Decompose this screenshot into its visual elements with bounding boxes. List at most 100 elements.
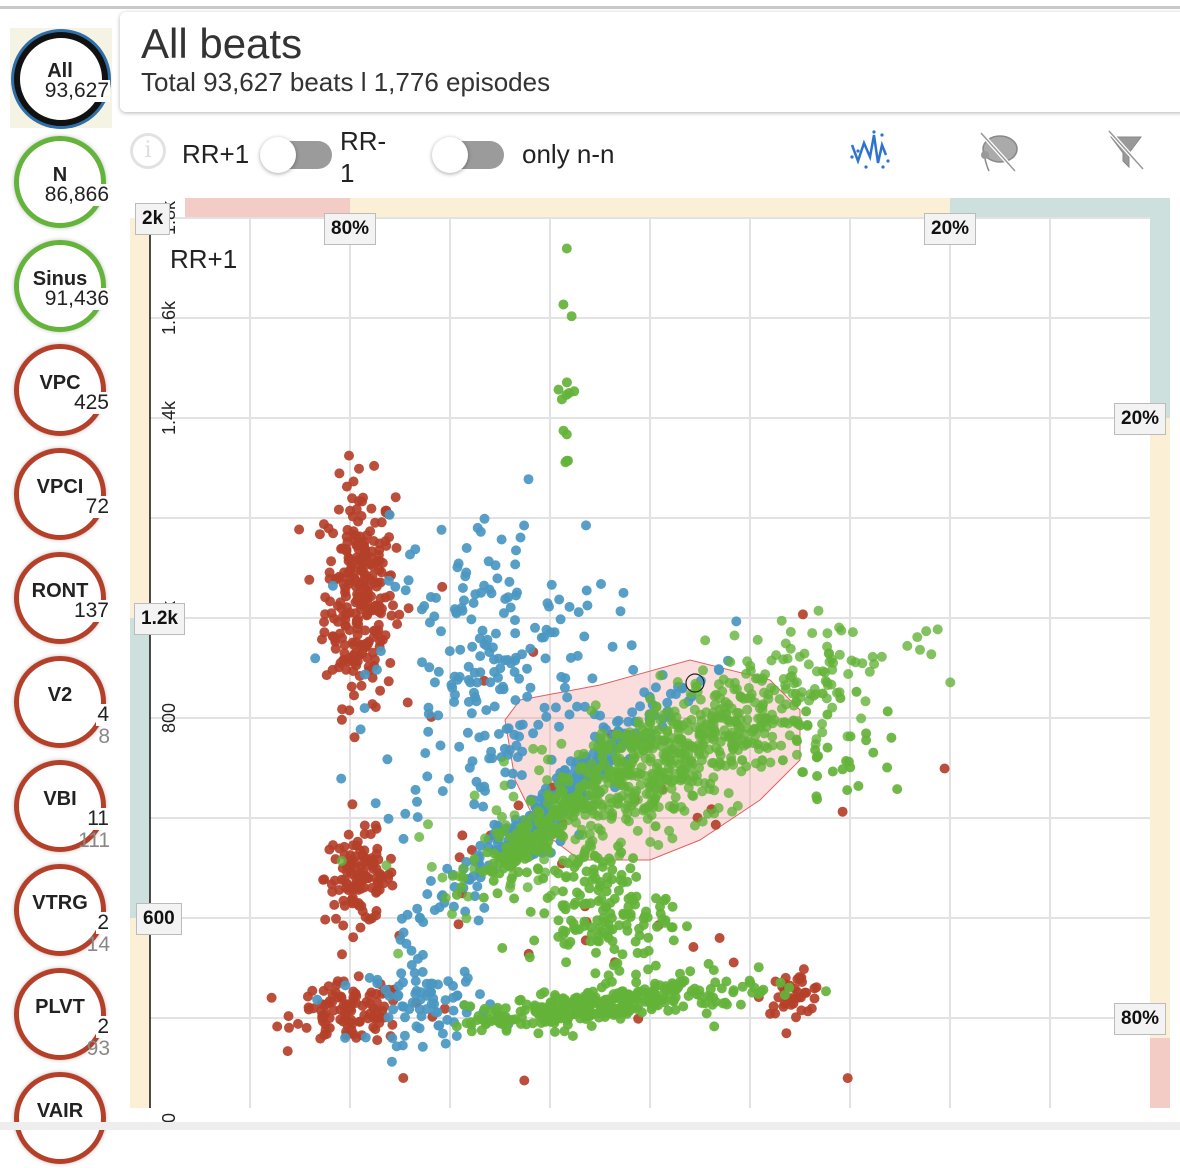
sidebar-item-count: 2 [96,911,110,934]
scatter-point-green [531,845,542,856]
sidebar-item-vtrg[interactable]: VTRG 2 14 [10,860,112,960]
scatter-point-green [700,635,711,646]
scatter-point-green [586,705,597,716]
scatter-point-green [778,654,789,665]
scatter-point-blue [412,812,423,823]
scatter-point-green [660,917,670,928]
scatter-point-green [876,651,887,662]
scatter-point-red [357,906,368,917]
scatter-point-green [813,605,824,616]
scatter-point-green [533,1028,544,1039]
scatter-point-blue [384,509,395,520]
scatter-point-green [539,822,550,833]
scatter-point-green [609,944,620,955]
scatter-point-red [513,800,524,811]
scatter-point-blue [564,601,575,612]
scatter-point-green [561,429,572,440]
scatter-point-green [845,731,856,742]
info-icon[interactable]: i [130,133,166,169]
sidebar-item-vpci[interactable]: VPCI 72 [10,444,112,544]
scatter-point-green [553,824,564,835]
only-nn-toggle[interactable] [432,137,504,173]
scatter-point-green [493,1016,504,1027]
scatter-point-green [616,869,627,880]
sidebar-item-vbi[interactable]: VBI 11 111 [10,756,112,856]
scatter-point-green [506,873,517,884]
y-tick-label: 1.6k [159,300,179,335]
scatter-point-green [767,740,778,751]
scatter-point-green [609,893,620,904]
selection-handle[interactable] [685,673,705,693]
scatter-point-green [594,923,605,933]
scatter-point-red [326,556,337,567]
axis-toggle[interactable] [260,137,332,173]
sidebar-item-vair[interactable]: VAIR [10,1068,112,1168]
scatter-point-green [613,885,624,896]
ring-indicator [14,448,106,540]
scatter-point-green [643,801,654,811]
lasso-off-icon[interactable] [975,129,1021,175]
sidebar-item-n[interactable]: N 86,866 [10,132,112,232]
scatter-point-green [734,708,744,719]
scatter-point-blue [461,543,472,553]
scatter-point-green [558,925,569,936]
scatter-point-green [650,730,661,741]
sidebar-item-plvt[interactable]: PLVT 2 93 [10,964,112,1064]
scatter-point-blue [515,720,525,731]
scatter-point-red [354,587,365,597]
sidebar-item-all[interactable]: All 93,627 [10,28,112,128]
scatter-point-green [604,804,615,815]
scatter-point-blue [410,784,421,795]
scatter-point-blue [525,643,536,654]
sidebar-item-ront[interactable]: RONT 137 [10,548,112,648]
scatter-point-green [619,999,630,1010]
scatter-point-green [803,659,814,670]
scatter-point-red [372,1035,383,1046]
scatter-point-green [882,706,893,717]
scatter-point-green [723,699,734,710]
scatter-point-green [722,714,732,725]
scatter-point-red [367,672,378,683]
only-nn-label: only n-n [522,139,615,169]
scatter-point-blue [463,675,474,685]
scatter-point-green [593,885,604,896]
scatter-point-red [319,627,330,638]
scatter-point-green [668,981,679,991]
scatter-point-green [673,734,684,745]
sidebar-item-vpc[interactable]: VPC 425 [10,340,112,440]
scatter-point-red [387,880,398,891]
scatter-point-blue [581,520,591,531]
scatter-point-green [759,687,769,698]
scatter-point-green [591,947,601,958]
scatter-point-red [342,867,353,878]
sidebar-item-count: 137 [72,599,110,622]
scatter-point-green [522,882,533,893]
scatter-point-green [621,731,631,742]
scatter-point-green [423,819,433,830]
scatter-point-blue [482,634,493,645]
scatter-point-blue [475,651,486,662]
scatter-point-blue [516,770,527,781]
scatter-point-red [842,1073,853,1084]
sidebar-item-count: 86,866 [43,183,110,206]
header-card: All beats Total 93,627 beats l 1,776 epi… [120,12,1180,112]
scatter-point-red [348,884,359,895]
scatter-point-green [513,867,524,877]
sidebar-item-v2[interactable]: V2 4 8 [10,652,112,752]
scatter-point-green [842,785,853,796]
rr-scatter-chart[interactable]: 1.8k1.6k1.4k1.0k8004000 [0,0,1180,1130]
scatter-point-green [553,384,564,395]
scatter-point-green [757,701,768,711]
scatter-wave-icon[interactable] [848,129,894,175]
scatter-point-blue [463,661,474,672]
sidebar-item-sinus[interactable]: Sinus 91,436 [10,236,112,336]
scatter-point-blue [422,889,433,900]
scatter-point-blue [628,664,639,675]
scatter-point-red [344,450,354,461]
scatter-point-red [809,993,820,1004]
scatter-point-green [521,867,532,878]
filter-off-icon[interactable] [1105,129,1151,175]
scatter-point-green [498,863,509,874]
scatter-point-blue [437,786,448,797]
scatter-point-green [381,860,392,871]
